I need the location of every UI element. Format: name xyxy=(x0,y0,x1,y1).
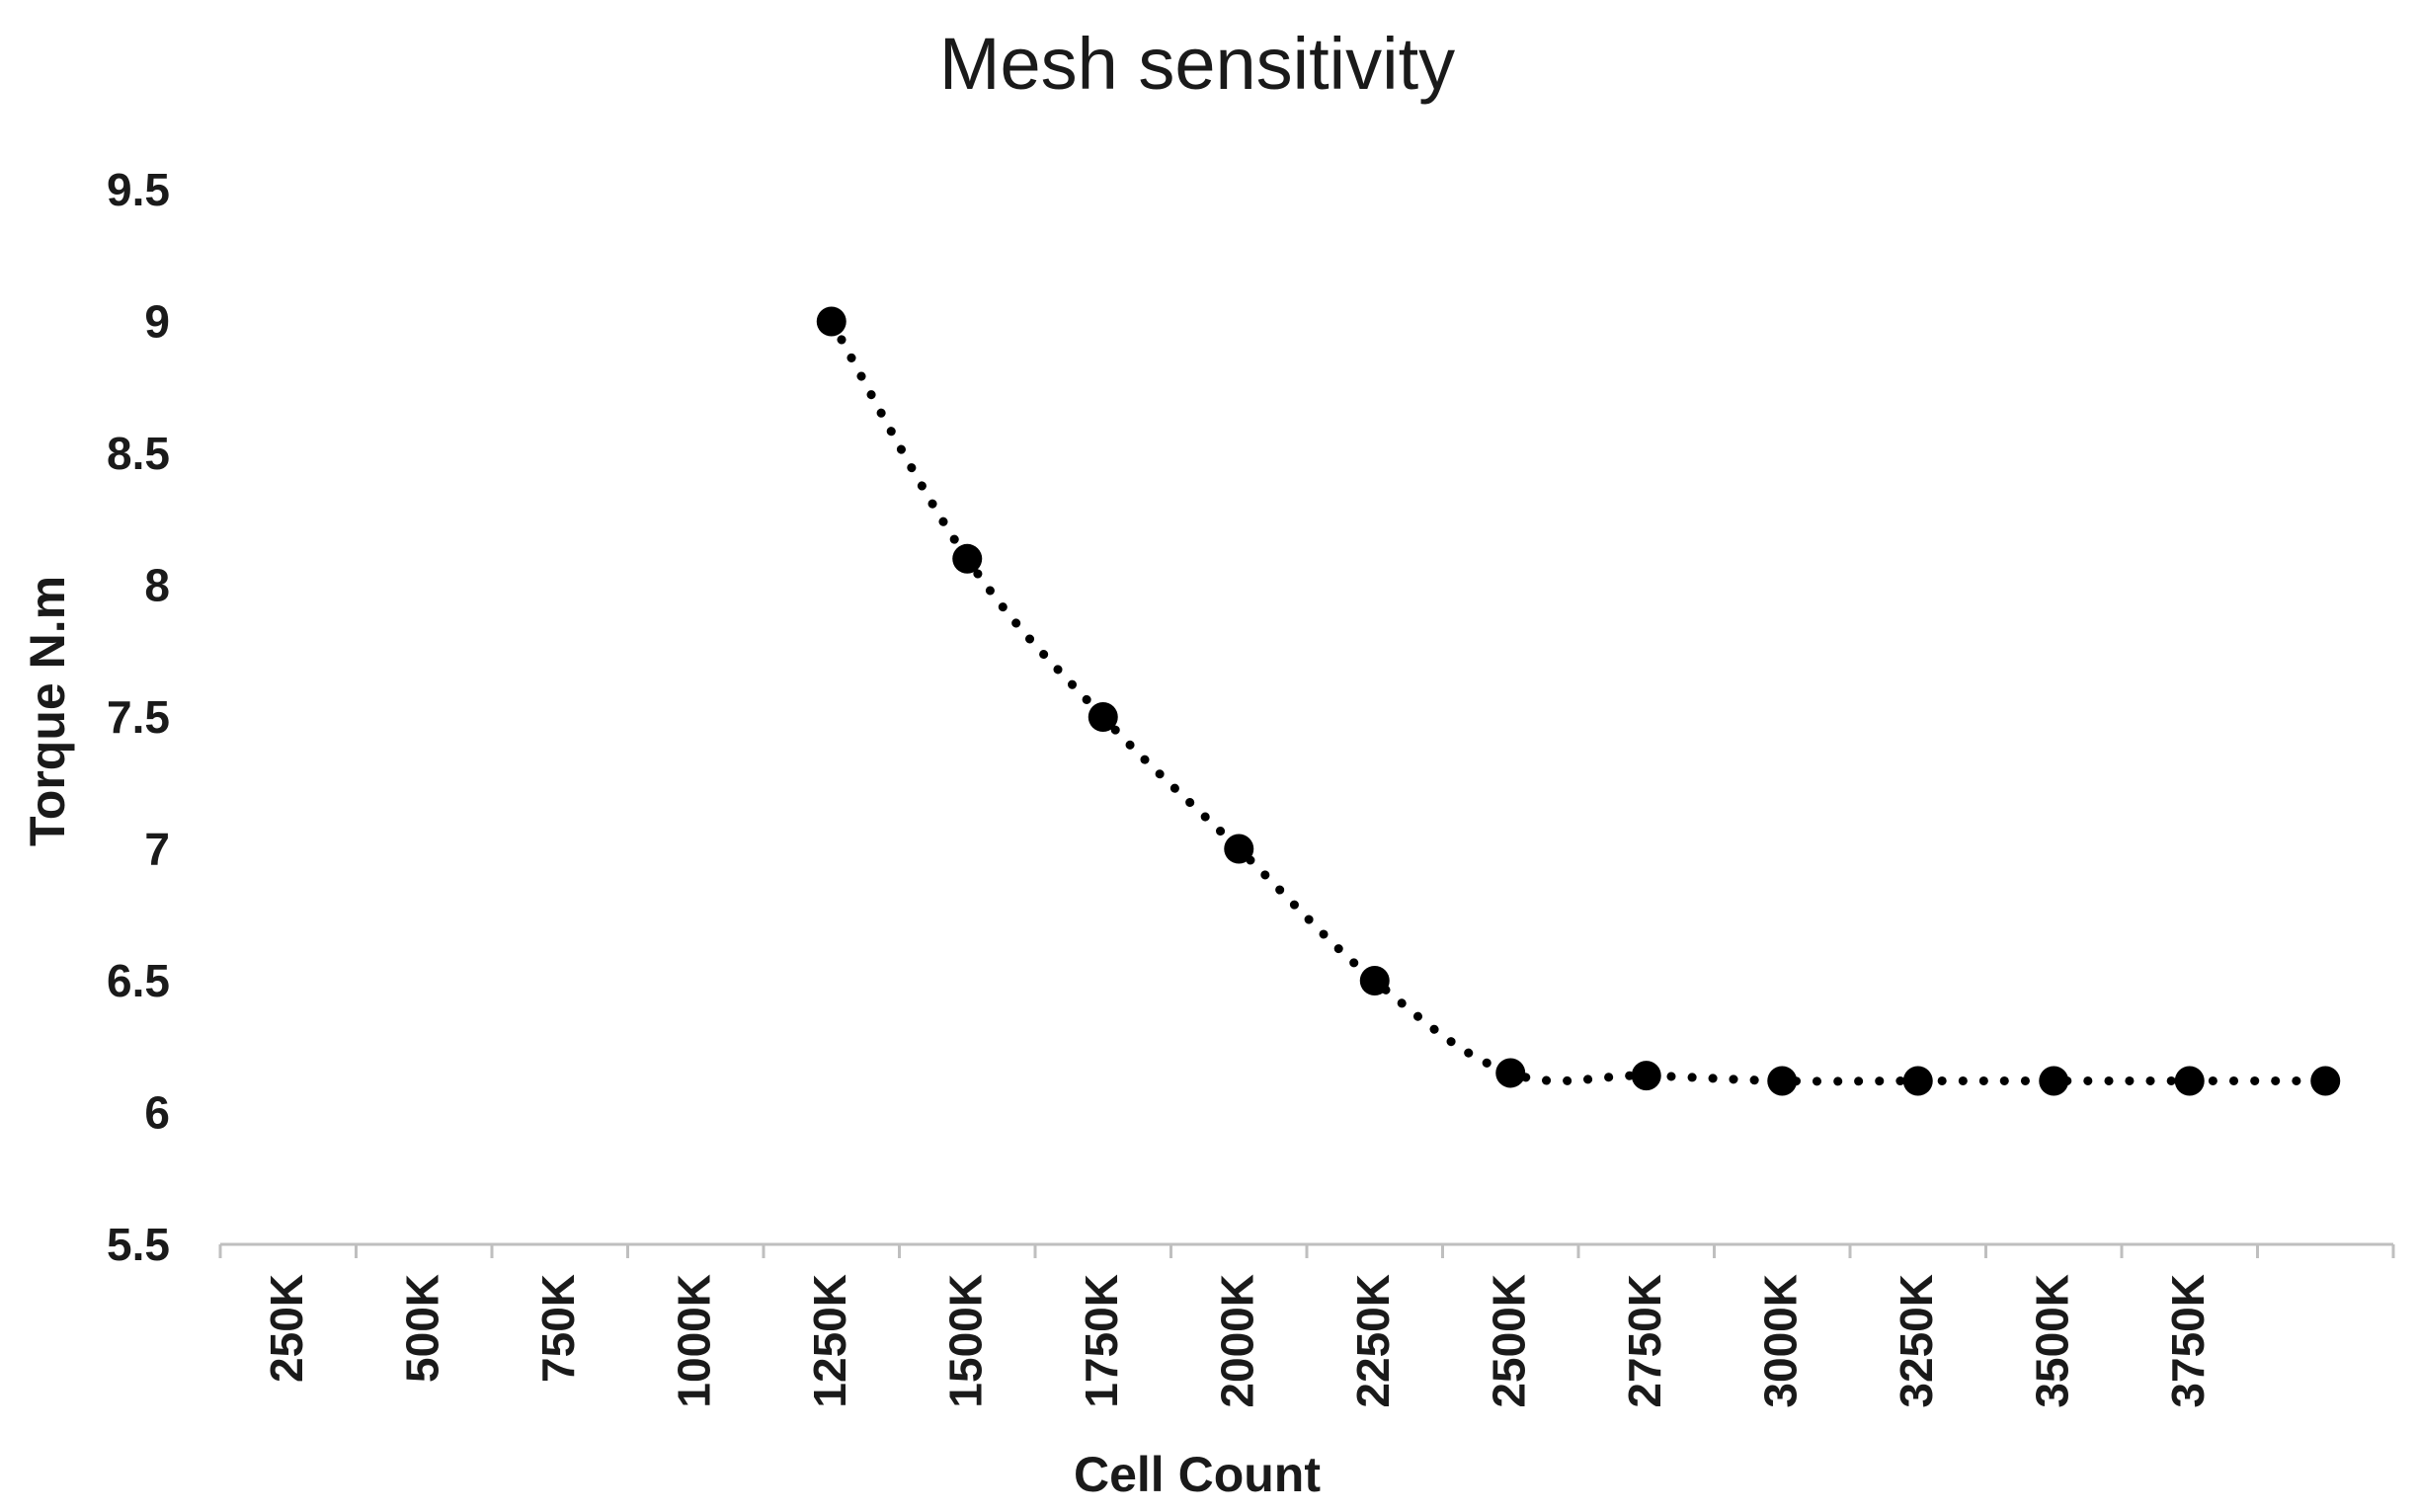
data-point-2250K xyxy=(1359,966,1390,995)
y-tick-label: 6 xyxy=(144,1087,170,1139)
y-tick-label: 7.5 xyxy=(107,691,170,743)
x-tick-label: 750K xyxy=(532,1274,584,1383)
x-tick-label: 2000K xyxy=(1211,1274,1262,1408)
data-point-2000K xyxy=(1224,834,1254,864)
x-tick-label: 1000K xyxy=(668,1274,719,1408)
data-point-1500K xyxy=(952,543,983,574)
y-tick-label: 9.5 xyxy=(107,164,170,215)
y-tick-label: 8.5 xyxy=(107,428,170,479)
chart-title: Mesh sensitivity xyxy=(939,23,1455,105)
y-tick-label: 7 xyxy=(144,824,170,875)
series-group xyxy=(816,306,2341,1096)
x-tick-label: 1500K xyxy=(939,1274,991,1408)
x-tick-label: 3250K xyxy=(1891,1274,1942,1408)
y-tick-label: 9 xyxy=(144,296,170,348)
x-tick-label: 1250K xyxy=(804,1274,855,1408)
x-tick-label: 3500K xyxy=(2026,1274,2077,1408)
data-point-3500K xyxy=(2039,1066,2069,1096)
y-tick-label: 6.5 xyxy=(107,955,170,1006)
data-point-3000K xyxy=(1767,1066,1798,1096)
x-tick-labels: 250K 500K 750K 1000K 1250K 1500K 1750K 2000K 225… xyxy=(218,1244,2395,1408)
data-point- xyxy=(2310,1066,2341,1096)
y-tick-labels: 5.5 6 6.5 7 7.5 8 8.5 9 9.5 xyxy=(107,164,170,1270)
x-tick-label: 500K xyxy=(396,1274,447,1383)
y-tick-label: 5.5 xyxy=(107,1219,170,1270)
y-axis-label: Torque N.m xyxy=(20,576,75,846)
x-tick-label: 3000K xyxy=(1754,1274,1806,1408)
data-point-2500K xyxy=(1495,1058,1526,1088)
x-tick-label: 2250K xyxy=(1347,1274,1399,1408)
x-tick-label: 3750K xyxy=(2162,1274,2214,1408)
data-point-3250K xyxy=(1902,1066,1933,1096)
x-tick-label: 1750K xyxy=(1076,1274,1127,1408)
x-tick-label: 2500K xyxy=(1483,1274,1534,1408)
x-axis-label: Cell Count xyxy=(1074,1447,1321,1502)
data-point-1250K xyxy=(816,306,846,337)
y-tick-label: 8 xyxy=(144,560,170,611)
data-point-3750K xyxy=(2174,1066,2205,1096)
data-point-2750K xyxy=(1631,1061,1661,1091)
data-point-1750K xyxy=(1088,702,1118,732)
x-tick-label: 2750K xyxy=(1619,1274,1670,1408)
x-tick-label: 250K xyxy=(261,1274,312,1383)
